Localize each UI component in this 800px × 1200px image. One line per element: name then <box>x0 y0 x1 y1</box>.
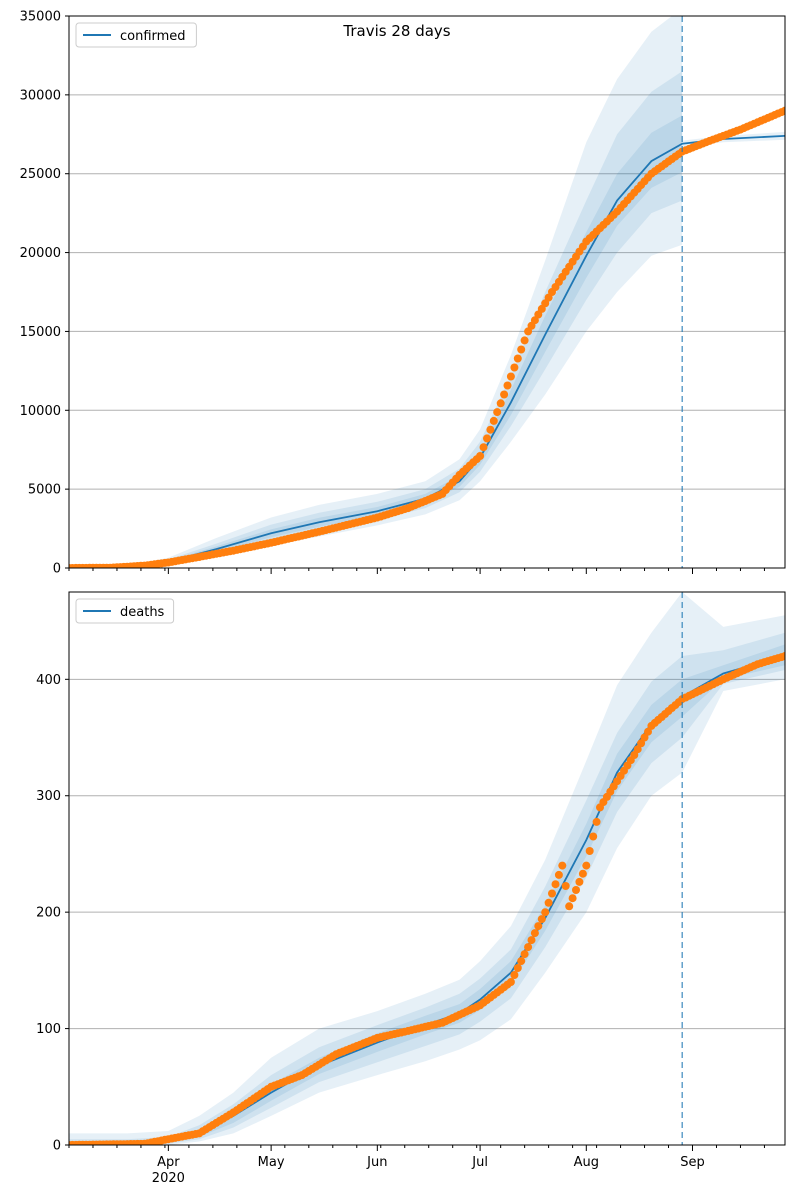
observed-point <box>510 971 519 979</box>
observed-point <box>513 354 522 363</box>
observed-point <box>630 751 639 759</box>
legend-label: confirmed <box>120 29 186 44</box>
observed-point <box>506 978 515 986</box>
observed-point <box>781 106 785 115</box>
observed-point <box>479 443 488 452</box>
y-tick-label: 5000 <box>28 483 61 498</box>
x-tick-label: Sep <box>680 1155 705 1170</box>
y-tick-label: 100 <box>36 1022 61 1037</box>
x-tick-label: May <box>258 1155 285 1170</box>
uncertainty-band-1 <box>69 71 683 568</box>
observed-point <box>506 372 515 381</box>
plot-frame <box>68 15 786 569</box>
x-tick-label: Jun <box>366 1155 387 1170</box>
observed-point <box>637 739 646 748</box>
y-tick-label: 0 <box>53 1139 61 1154</box>
observed-point <box>568 894 577 903</box>
uncertainty-band-0 <box>69 592 785 1145</box>
y-tick-label: 10000 <box>20 404 61 419</box>
observed-point <box>530 929 539 938</box>
observed-point <box>503 381 512 390</box>
observed-point <box>520 950 529 959</box>
y-tick-label: 15000 <box>20 325 61 340</box>
observed-point <box>640 733 649 742</box>
observed-point <box>548 889 556 898</box>
observed-point <box>561 882 570 890</box>
observed-point <box>489 416 498 425</box>
uncertainty-band-0 <box>69 16 683 568</box>
observed-point <box>575 877 584 886</box>
y-tick-label: 20000 <box>20 246 61 261</box>
observed-point <box>527 936 536 945</box>
observed-point <box>513 964 522 972</box>
observed-point <box>565 902 574 911</box>
y-tick-label: 200 <box>36 906 61 921</box>
x-year-label: 2020 <box>152 1171 185 1186</box>
observed-point <box>541 908 550 917</box>
observed-point <box>572 886 580 894</box>
observed-point <box>633 745 642 754</box>
observed-point <box>578 869 587 878</box>
y-tick-label: 400 <box>36 673 61 688</box>
observed-point <box>524 943 533 952</box>
observed-point <box>486 425 495 434</box>
legend: deaths <box>75 598 175 624</box>
x-tick-label: Aug <box>574 1155 599 1170</box>
legend: confirmed <box>75 22 197 48</box>
observed-point <box>496 399 505 408</box>
observed-point <box>551 880 560 889</box>
legend-label: deaths <box>120 605 165 620</box>
observed-point <box>534 922 543 931</box>
observed-point <box>500 390 509 399</box>
uncertainty-band-2 <box>69 644 785 1145</box>
observed-point <box>585 847 594 855</box>
observed-point <box>589 832 598 841</box>
y-tick-label: 300 <box>36 789 61 804</box>
observed-point <box>537 915 546 924</box>
observed-point <box>510 363 519 372</box>
y-tick-label: 35000 <box>20 10 61 25</box>
observed-point <box>483 434 491 443</box>
observed-point <box>781 652 785 660</box>
x-tick-label: Apr <box>157 1155 180 1170</box>
observed-point <box>493 408 502 417</box>
observed-point <box>544 898 553 907</box>
observed-point <box>517 345 526 354</box>
observed-point <box>582 861 591 870</box>
observed-point <box>554 870 563 879</box>
observed-point <box>476 452 485 460</box>
plot-frame <box>68 591 786 1146</box>
figure-title: Travis 28 days <box>342 22 450 40</box>
y-tick-label: 0 <box>53 562 61 577</box>
observed-point <box>517 957 526 966</box>
observed-point <box>558 861 567 870</box>
x-tick-label: Jul <box>471 1155 488 1170</box>
observed-point <box>644 727 652 736</box>
uncertainty-band-1 <box>69 632 785 1145</box>
observed-point <box>520 336 529 345</box>
y-tick-label: 30000 <box>20 88 61 103</box>
observed-point <box>592 817 601 826</box>
y-tick-label: 25000 <box>20 167 61 182</box>
confirmed-panel: 0 5000 10000 15000 20000 25000 30000 35000 confi… <box>20 10 786 577</box>
